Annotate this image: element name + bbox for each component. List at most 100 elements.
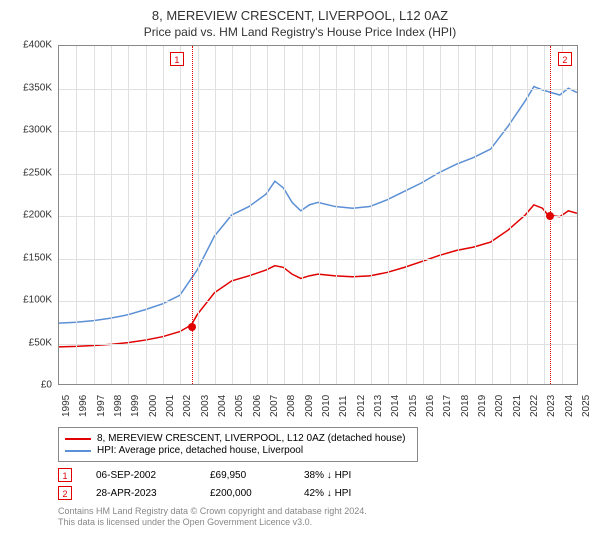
transaction-marker-badge: 1 (170, 52, 184, 66)
gridline-vertical (302, 46, 303, 384)
gridline-vertical (198, 46, 199, 384)
y-axis-tick-label: £200K (23, 210, 52, 221)
legend-item: HPI: Average price, detached house, Live… (65, 445, 411, 456)
gridline-vertical (319, 46, 320, 384)
chart-subtitle: Price paid vs. HM Land Registry's House … (10, 25, 590, 39)
plot-region: 12 (58, 45, 578, 385)
transaction-price: £200,000 (210, 488, 280, 499)
gridline-vertical (94, 46, 95, 384)
gridline-horizontal (59, 174, 577, 175)
legend-label: 8, MEREVIEW CRESCENT, LIVERPOOL, L12 0AZ… (97, 433, 405, 444)
legend-item: 8, MEREVIEW CRESCENT, LIVERPOOL, L12 0AZ… (65, 433, 411, 444)
x-axis-tick-label: 2007 (269, 395, 280, 417)
y-axis-tick-label: £50K (29, 337, 52, 348)
x-axis-tick-label: 2006 (252, 395, 263, 417)
gridline-vertical (406, 46, 407, 384)
x-axis-tick-label: 2014 (390, 395, 401, 417)
x-axis-tick-label: 1995 (61, 395, 72, 417)
y-axis-tick-label: £100K (23, 295, 52, 306)
transaction-date: 28-APR-2023 (96, 488, 186, 499)
gridline-vertical (111, 46, 112, 384)
transaction-delta: 38% ↓ HPI (304, 470, 351, 481)
chart-area: £0£50K£100K£150K£200K£250K£300K£350K£400… (10, 45, 590, 425)
gridline-vertical (215, 46, 216, 384)
gridline-vertical (475, 46, 476, 384)
transaction-row: 1 06-SEP-2002 £69,950 38% ↓ HPI (58, 468, 590, 482)
gridline-horizontal (59, 344, 577, 345)
x-axis-tick-label: 2023 (546, 395, 557, 417)
x-axis-tick-label: 1996 (78, 395, 89, 417)
x-axis-tick-label: 2022 (529, 395, 540, 417)
gridline-vertical (267, 46, 268, 384)
x-axis-tick-label: 1998 (113, 395, 124, 417)
gridline-vertical (76, 46, 77, 384)
transaction-marker-line (192, 46, 193, 384)
footer-line-2: This data is licensed under the Open Gov… (58, 517, 590, 528)
y-axis-tick-label: £300K (23, 125, 52, 136)
x-axis-tick-label: 2003 (200, 395, 211, 417)
y-axis-tick-label: £400K (23, 40, 52, 51)
transaction-delta: 42% ↓ HPI (304, 488, 351, 499)
x-axis-tick-label: 2000 (148, 395, 159, 417)
gridline-vertical (354, 46, 355, 384)
x-axis-tick-label: 2012 (356, 395, 367, 417)
x-axis-tick-label: 2015 (408, 395, 419, 417)
transaction-date: 06-SEP-2002 (96, 470, 186, 481)
gridline-vertical (388, 46, 389, 384)
gridline-horizontal (59, 259, 577, 260)
x-axis-tick-label: 2010 (321, 395, 332, 417)
transactions-table: 1 06-SEP-2002 £69,950 38% ↓ HPI 2 28-APR-2023… (58, 468, 590, 500)
gridline-vertical (458, 46, 459, 384)
x-axis-tick-label: 2024 (564, 395, 575, 417)
y-axis-labels: £0£50K£100K£150K£200K£250K£300K£350K£400… (10, 45, 56, 385)
series-line-hpi (59, 87, 577, 324)
x-axis-tick-label: 1999 (130, 395, 141, 417)
y-axis-tick-label: £150K (23, 252, 52, 263)
gridline-vertical (128, 46, 129, 384)
transaction-price: £69,950 (210, 470, 280, 481)
gridline-vertical (527, 46, 528, 384)
x-axis-tick-label: 2005 (234, 395, 245, 417)
gridline-vertical (336, 46, 337, 384)
x-axis-tick-label: 2017 (442, 395, 453, 417)
gridline-vertical (163, 46, 164, 384)
chart-container: 8, MEREVIEW CRESCENT, LIVERPOOL, L12 0AZ… (0, 0, 600, 560)
y-axis-tick-label: £350K (23, 82, 52, 93)
x-axis-tick-label: 2019 (477, 395, 488, 417)
legend-swatch (65, 438, 91, 440)
x-axis-tick-label: 2016 (425, 395, 436, 417)
gridline-horizontal (59, 216, 577, 217)
gridline-vertical (284, 46, 285, 384)
transaction-marker-dot (188, 323, 196, 331)
gridline-vertical (492, 46, 493, 384)
transaction-marker-dot (546, 212, 554, 220)
x-axis-tick-label: 2002 (182, 395, 193, 417)
gridline-horizontal (59, 131, 577, 132)
gridline-horizontal (59, 301, 577, 302)
x-axis-tick-label: 2013 (373, 395, 384, 417)
x-axis-tick-label: 1997 (96, 395, 107, 417)
x-axis-tick-label: 2009 (304, 395, 315, 417)
series-line-price_paid (59, 205, 577, 347)
transaction-badge: 2 (58, 486, 72, 500)
x-axis-tick-label: 2018 (460, 395, 471, 417)
transaction-row: 2 28-APR-2023 £200,000 42% ↓ HPI (58, 486, 590, 500)
gridline-vertical (562, 46, 563, 384)
gridline-vertical (232, 46, 233, 384)
x-axis-tick-label: 2020 (494, 395, 505, 417)
gridline-horizontal (59, 89, 577, 90)
gridline-vertical (250, 46, 251, 384)
gridline-vertical (180, 46, 181, 384)
transaction-badge: 1 (58, 468, 72, 482)
chart-title: 8, MEREVIEW CRESCENT, LIVERPOOL, L12 0AZ (10, 8, 590, 23)
legend-swatch (65, 450, 91, 452)
x-axis-tick-label: 2001 (165, 395, 176, 417)
legend-label: HPI: Average price, detached house, Live… (97, 445, 303, 456)
footer-line-1: Contains HM Land Registry data © Crown c… (58, 506, 590, 517)
line-series-svg (59, 46, 577, 384)
y-axis-tick-label: £0 (41, 380, 52, 391)
transaction-marker-badge: 2 (558, 52, 572, 66)
x-axis-tick-label: 2004 (217, 395, 228, 417)
gridline-vertical (510, 46, 511, 384)
x-axis-tick-label: 2025 (581, 395, 592, 417)
